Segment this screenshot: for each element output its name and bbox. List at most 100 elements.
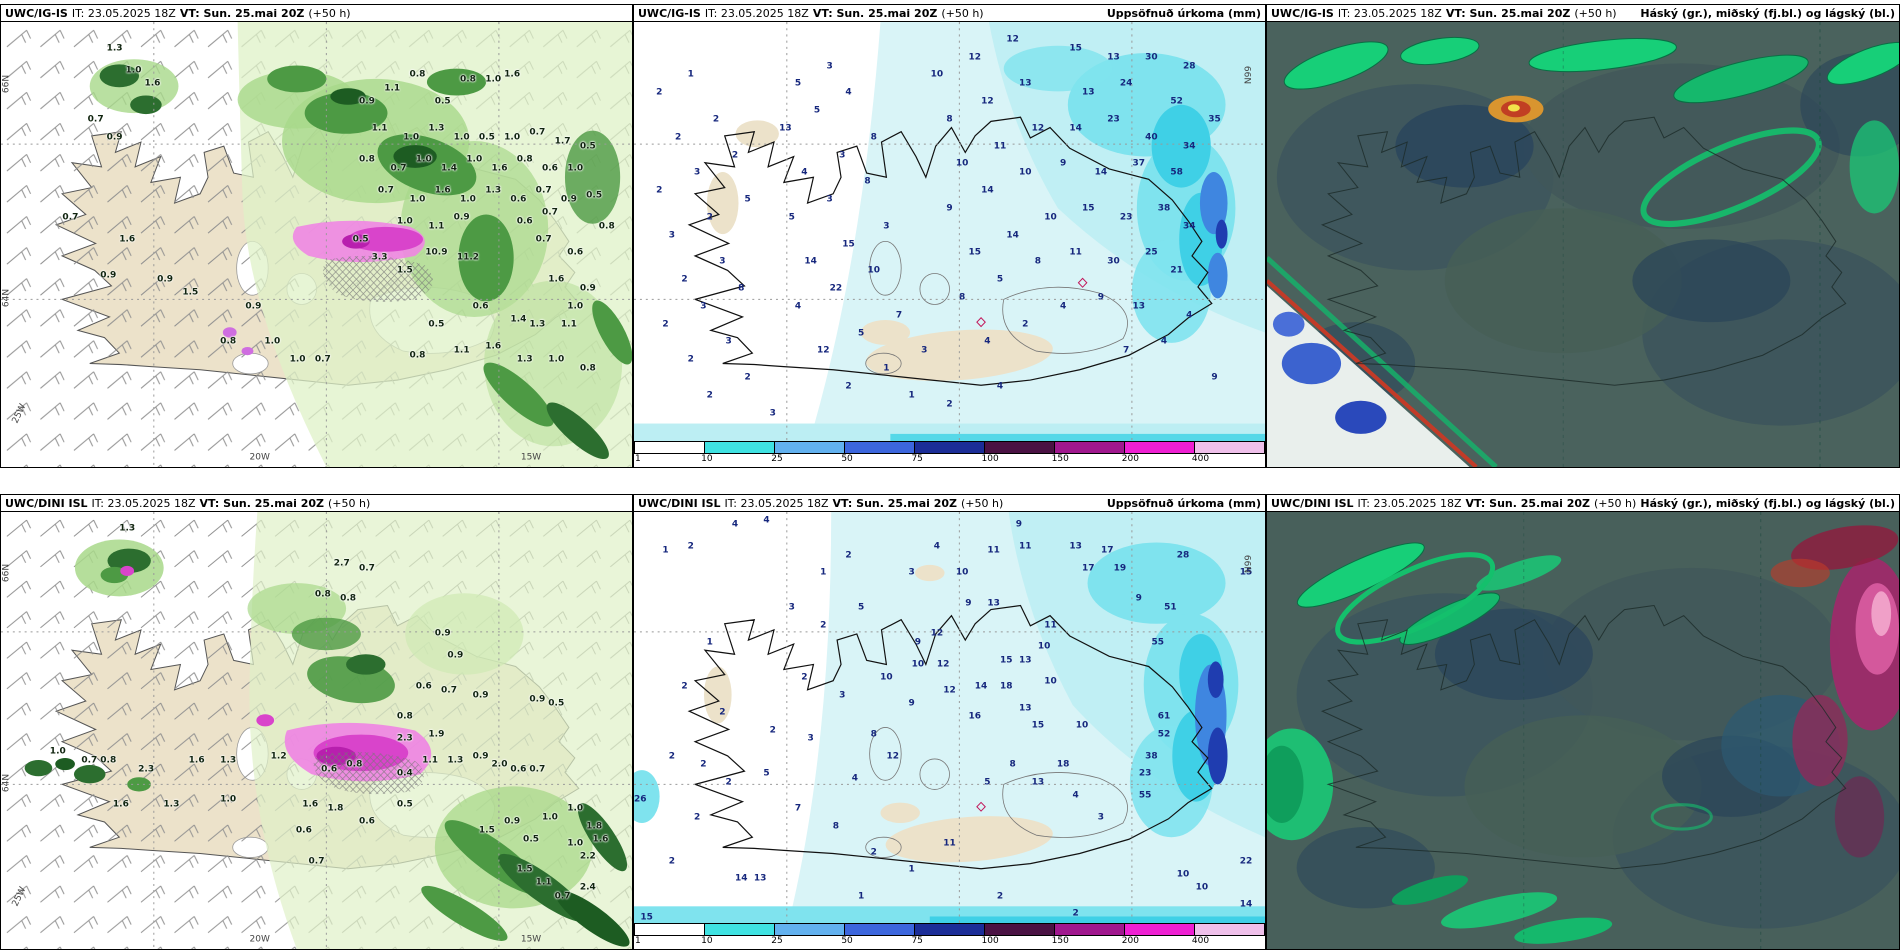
value-label: 0.7 (529, 127, 546, 138)
value-label: 1.5 (516, 864, 533, 875)
panel-dini-wind: UWC/DINI ISL IT: 23.05.2025 18Z VT: Sun. 2… (0, 494, 633, 950)
value-label: 34 (1183, 141, 1196, 152)
value-label: 0.8 (340, 593, 357, 604)
panel-title: Háský (gr.), miðský (fj.bl.) og lágský (… (1640, 6, 1895, 20)
value-label: 2 (725, 777, 732, 788)
colorbar-tick: 75 (911, 936, 923, 946)
value-label: 1.8 (586, 821, 603, 832)
value-label: 2 (687, 541, 694, 552)
init-time: IT: 23.05.2025 18Z (724, 496, 829, 510)
value-label: 1.3 (516, 354, 533, 365)
value-label: 1.1 (560, 319, 577, 330)
value-label: 8 (864, 176, 871, 187)
value-label: 0.9 (100, 270, 117, 281)
value-label: 55 (1151, 637, 1164, 648)
panel-title: Uppsöfnuð úrkoma (mm) (1106, 6, 1261, 20)
lead-time: (+50 h) (328, 496, 371, 510)
colorbar-segment (635, 442, 705, 453)
value-label: 2 (675, 132, 682, 143)
value-label: 2 (769, 725, 776, 735)
value-label: 8 (870, 729, 877, 740)
value-label: 1.1 (422, 755, 439, 766)
value-label: 4 (801, 167, 808, 178)
value-label: 12 (943, 685, 956, 696)
colorbar-segment (845, 924, 915, 935)
value-label: 13 (1018, 655, 1032, 666)
panel-header: UWC/DINI ISL IT: 23.05.2025 18Z VT: Sun. 2… (1266, 494, 1900, 512)
colorbar-segment (845, 442, 915, 453)
value-label: 14 (804, 256, 817, 267)
value-label: 9 (914, 637, 922, 648)
value-label: 1.3 (485, 185, 502, 196)
value-label: 11 (1069, 247, 1082, 258)
value-label: 0.8 (100, 755, 117, 766)
init-time: IT: 23.05.2025 18Z (91, 496, 196, 510)
value-label: 10 (1037, 641, 1051, 652)
value-label: 17 (1100, 545, 1114, 556)
value-label: 1.0 (567, 803, 584, 814)
value-label: 7 (1123, 345, 1130, 356)
value-label: 4 (933, 541, 941, 552)
value-label: 2 (668, 856, 675, 867)
value-label: 13 (1018, 703, 1032, 714)
value-label: 5 (858, 328, 865, 338)
graticule-label: 20W (249, 452, 270, 463)
value-label: 23 (1138, 768, 1152, 779)
value-label: 2.7 (333, 558, 350, 569)
value-label: 51 (1164, 602, 1177, 613)
colorbar-tick: 200 (1121, 936, 1139, 946)
value-label: 1.3 (106, 43, 123, 54)
value-label: 0.7 (541, 207, 558, 218)
value-label: 2 (662, 319, 669, 330)
value-label: 0.9 (157, 274, 174, 285)
value-label: 1 (687, 69, 694, 80)
valid-time: VT: Sun. 25.mai 20Z (1465, 496, 1591, 510)
panel-title: Háský (gr.), miðský (fj.bl.) og lágský (… (1640, 496, 1895, 510)
value-label: 4 (731, 519, 739, 530)
value-label: 3 (839, 150, 846, 160)
value-label: 15 (968, 247, 981, 258)
value-label: 0.6 (472, 301, 489, 312)
panel-header: UWC/DINI ISL IT: 23.05.2025 18Z VT: Sun. 2… (633, 494, 1266, 512)
value-label: 35 (1208, 114, 1221, 125)
value-label: 23 (1107, 114, 1120, 125)
value-label: 0.9 (358, 96, 375, 107)
panel-header: UWC/IG-IS IT: 23.05.2025 18Z VT: Sun. 25.m… (0, 4, 633, 22)
colorbar-tick: 200 (1121, 454, 1139, 464)
value-label: 2.2 (579, 851, 596, 862)
value-label: 9 (1135, 593, 1142, 604)
value-label: 1.1 (371, 123, 388, 134)
value-label: 1.0 (125, 65, 142, 76)
colorbar-tick: 100 (981, 454, 999, 464)
value-label: 11 (993, 141, 1007, 152)
value-label: 9 (908, 698, 915, 709)
precip-colorbar: 1 10 25 50 75 100 150 200 400 (634, 923, 1265, 949)
value-label: 1.3 (447, 755, 464, 766)
value-label: 1.0 (453, 132, 470, 143)
map-accum-dini: 1 10 25 50 75 100 150 200 400 4 4 1 2 3 4 10 11 9 11 13 17 1… (633, 512, 1266, 950)
value-label: 1.6 (119, 234, 136, 245)
init-time: IT: 23.05.2025 18Z (1357, 496, 1462, 510)
frontal-zone (1267, 256, 1498, 467)
valid-time: VT: Sun. 25.mai 20Z (179, 6, 305, 20)
value-label: 2 (946, 399, 953, 410)
value-label: 2 (845, 381, 852, 392)
value-label: 3 (769, 408, 776, 419)
graticule (1, 512, 632, 949)
value-label: 18 (1000, 681, 1013, 692)
lead-time: (+50 h) (1594, 496, 1637, 510)
value-label: 0.5 (434, 96, 451, 107)
graticule-label: 66N (1, 564, 12, 583)
value-label: 5 (744, 194, 751, 205)
value-label: 5 (813, 105, 821, 116)
value-label: 0.6 (510, 764, 527, 775)
model-name: UWC/DINI ISL (5, 496, 88, 510)
value-label: 1.6 (112, 799, 129, 810)
value-label: 16 (968, 711, 981, 722)
value-label: 9 (965, 598, 972, 609)
value-label: 0.9 (434, 628, 451, 639)
panel-header-left: UWC/IG-IS IT: 23.05.2025 18Z VT: Sun. 25.m… (638, 7, 988, 20)
value-label: 1.0 (415, 154, 432, 165)
value-label: 9 (1211, 372, 1218, 383)
init-time: IT: 23.05.2025 18Z (1337, 6, 1442, 20)
